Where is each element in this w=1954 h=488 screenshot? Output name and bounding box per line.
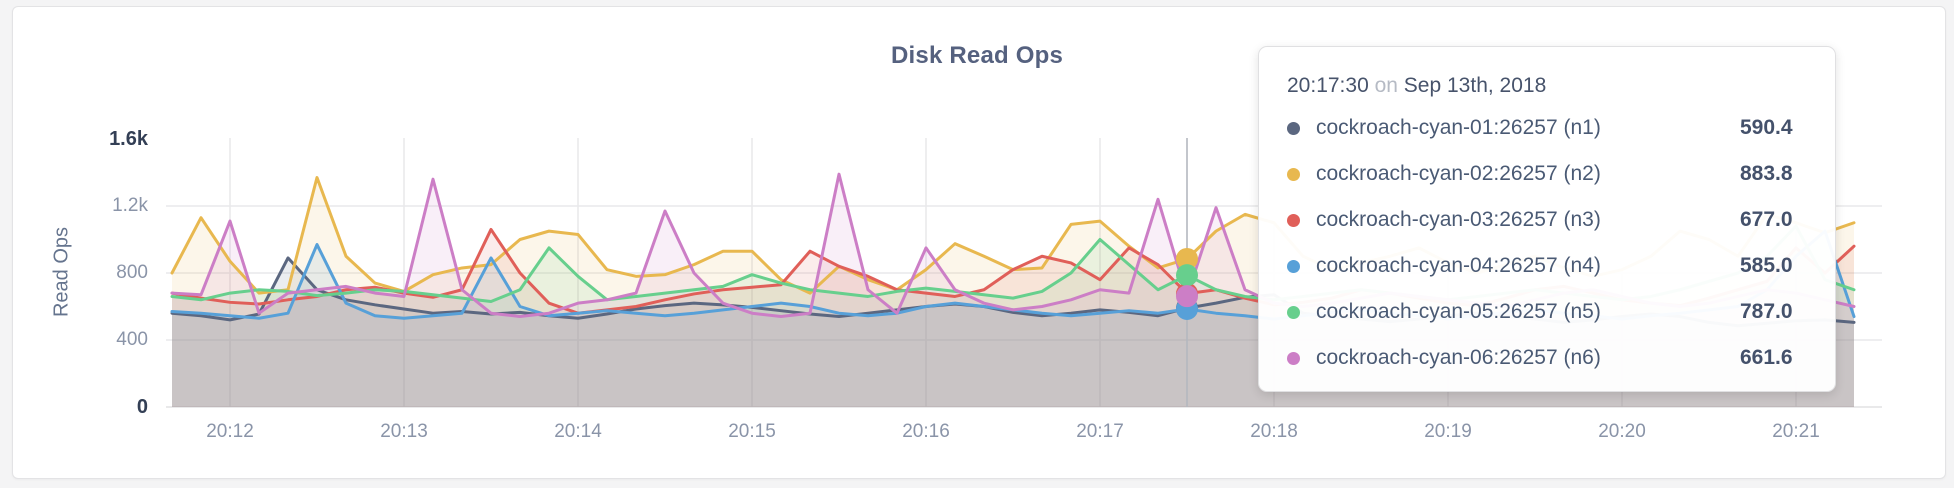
hover-dot — [1176, 285, 1198, 308]
chart-title: Disk Read Ops — [891, 42, 1063, 69]
series-dot-icon — [1287, 213, 1300, 227]
series-dot-icon — [1287, 259, 1300, 273]
chart-hover-dots — [1176, 247, 1198, 321]
series-label: cockroach-cyan-06:26257 (n6) — [1316, 346, 1601, 369]
tooltip-time: 20:17:30 — [1287, 74, 1369, 97]
tooltip-rows: cockroach-cyan-01:26257 (n1) 590.4 cockroa… — [1287, 105, 1807, 381]
tooltip-row: cockroach-cyan-02:26257 (n2) 883.8 — [1287, 151, 1807, 197]
x-tick-label: 20:17 — [1076, 421, 1124, 442]
tooltip-row: cockroach-cyan-01:26257 (n1) 590.4 — [1287, 105, 1807, 151]
series-value: 787.0 — [1740, 300, 1793, 323]
tooltip-preposition: on — [1374, 74, 1398, 97]
series-value: 661.6 — [1740, 346, 1793, 369]
x-tick-label: 20:21 — [1772, 421, 1820, 442]
x-tick-label: 20:14 — [554, 421, 602, 442]
series-value: 590.4 — [1740, 116, 1793, 139]
tooltip-row: cockroach-cyan-04:26257 (n4) 585.0 — [1287, 243, 1807, 289]
x-tick-label: 20:19 — [1424, 421, 1472, 442]
tooltip-row: cockroach-cyan-06:26257 (n6) 661.6 — [1287, 335, 1807, 381]
series-value: 585.0 — [1740, 254, 1793, 277]
tooltip-row: cockroach-cyan-03:26257 (n3) 677.0 — [1287, 197, 1807, 243]
series-label: cockroach-cyan-05:26257 (n5) — [1316, 300, 1601, 323]
hover-dot — [1176, 247, 1198, 270]
hover-dot — [1176, 264, 1198, 287]
hover-tooltip: 20:17:30 on Sep 13th, 2018 cockroach-cya… — [1258, 46, 1836, 392]
series-dot-icon — [1287, 121, 1300, 135]
x-tick-label: 20:20 — [1598, 421, 1646, 442]
series-value: 677.0 — [1740, 208, 1793, 231]
y-tick-label: 1.2k — [112, 195, 148, 216]
series-dot-icon — [1287, 351, 1300, 365]
series-value: 883.8 — [1740, 162, 1793, 185]
tooltip-date: Sep 13th, 2018 — [1403, 74, 1547, 97]
tooltip-header: 20:17:30 on Sep 13th, 2018 — [1287, 71, 1807, 105]
x-tick-label: 20:16 — [902, 421, 950, 442]
y-tick-label: 0 — [136, 396, 148, 418]
series-label: cockroach-cyan-01:26257 (n1) — [1316, 116, 1601, 139]
y-tick-label: 800 — [116, 262, 148, 283]
x-tick-label: 20:18 — [1250, 421, 1298, 442]
series-dot-icon — [1287, 167, 1300, 181]
y-tick-label: 400 — [116, 329, 148, 350]
y-tick-label: 1.6k — [109, 128, 148, 150]
series-label: cockroach-cyan-04:26257 (n4) — [1316, 254, 1601, 277]
series-label: cockroach-cyan-02:26257 (n2) — [1316, 162, 1601, 185]
x-tick-label: 20:13 — [380, 421, 428, 442]
series-label: cockroach-cyan-03:26257 (n3) — [1316, 208, 1601, 231]
x-tick-label: 20:12 — [206, 421, 254, 442]
series-dot-icon — [1287, 305, 1300, 319]
x-tick-label: 20:15 — [728, 421, 776, 442]
tooltip-row: cockroach-cyan-05:26257 (n5) 787.0 — [1287, 289, 1807, 335]
